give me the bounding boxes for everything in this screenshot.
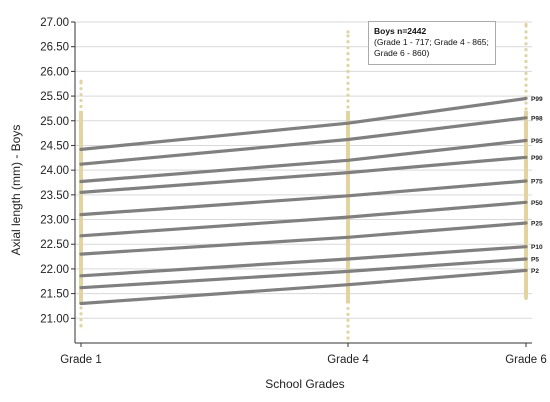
data-point xyxy=(79,79,83,83)
y-tick-label: 23.00 xyxy=(40,215,69,227)
percentile-label-p50: P50 xyxy=(531,200,543,207)
percentile-line-p75 xyxy=(79,179,528,217)
data-point xyxy=(346,81,350,85)
data-point xyxy=(346,99,350,103)
data-point xyxy=(346,34,350,38)
data-point xyxy=(346,336,350,340)
percentile-label-p75: P75 xyxy=(531,179,543,186)
data-point xyxy=(346,318,350,322)
data-point xyxy=(79,87,83,91)
data-point xyxy=(79,312,83,316)
percentile-line-p5 xyxy=(79,257,528,290)
data-point xyxy=(346,324,350,328)
legend-line-2: Grade 6 - 860) xyxy=(374,48,430,58)
y-tick-label: 22.50 xyxy=(40,239,69,251)
y-tick-label: 24.00 xyxy=(40,165,69,177)
data-point xyxy=(524,71,528,75)
data-point xyxy=(524,42,528,46)
data-point xyxy=(346,87,350,91)
y-tick-label: 26.00 xyxy=(40,66,69,78)
point-column xyxy=(79,110,83,304)
y-tick-label: 23.50 xyxy=(40,190,69,202)
data-point xyxy=(79,306,83,310)
percentile-line-p2 xyxy=(79,268,528,306)
percentile-line-p95 xyxy=(79,138,528,184)
percentile-label-p98: P98 xyxy=(531,115,543,122)
data-point xyxy=(524,30,528,34)
y-tick-label: 26.50 xyxy=(40,42,69,54)
data-point xyxy=(346,306,350,311)
data-point xyxy=(346,30,350,34)
y-axis-title: Axial length (mm) - Boys xyxy=(9,125,23,256)
data-point xyxy=(524,107,528,111)
y-tick-label: 24.50 xyxy=(40,140,69,152)
y-tick-label: 22.00 xyxy=(40,264,69,276)
axes: 21.00 21.50 22.00 22.50 23.00 23.50 24.00 24.50… xyxy=(40,17,547,366)
percentile-label-p90: P90 xyxy=(531,155,543,162)
data-point xyxy=(346,57,350,62)
x-axis-title: School Grades xyxy=(265,377,344,391)
percentile-label-p2: P2 xyxy=(531,268,539,275)
legend-title: Boys n=2442 xyxy=(374,26,427,36)
percentile-line-p98 xyxy=(79,116,528,166)
percentile-line-p99 xyxy=(79,96,528,151)
percentile-label-p25: P25 xyxy=(531,220,543,227)
data-point xyxy=(346,330,350,334)
legend-line-1: (Grade 1 - 717; Grade 4 - 865; xyxy=(374,37,489,47)
percentile-label-p99: P99 xyxy=(531,96,543,103)
data-point xyxy=(524,83,528,87)
percentile-labels: P99 P98 P95 P90 P75 P50 P25 P10 P5 P2 xyxy=(531,96,543,275)
y-tick-label: 25.50 xyxy=(40,91,69,103)
x-tick-label: Grade 1 xyxy=(60,354,102,366)
percentile-label-p5: P5 xyxy=(531,257,539,264)
data-point xyxy=(524,296,528,301)
data-point xyxy=(524,36,528,40)
percentile-label-p95: P95 xyxy=(531,138,543,145)
y-tick-label: 21.50 xyxy=(40,289,69,301)
data-point xyxy=(524,101,528,105)
data-point xyxy=(524,59,528,64)
data-point xyxy=(524,53,528,58)
percentile-line-p50 xyxy=(79,200,528,238)
data-point xyxy=(79,104,83,109)
point-column xyxy=(346,110,350,304)
x-tick-label: Grade 4 xyxy=(327,354,369,366)
data-point xyxy=(346,105,350,109)
data-point xyxy=(524,65,528,70)
data-point xyxy=(79,324,83,328)
y-tick-label: 25.00 xyxy=(40,116,69,128)
data-point xyxy=(346,75,350,79)
percentile-line-p90 xyxy=(79,155,528,194)
data-point xyxy=(346,312,350,316)
data-point xyxy=(346,63,350,68)
data-point xyxy=(79,92,83,97)
data-point xyxy=(524,89,528,93)
percentile-label-p10: P10 xyxy=(531,244,543,251)
data-points xyxy=(79,22,528,340)
y-tick-label: 27.00 xyxy=(40,17,69,29)
data-point xyxy=(524,48,528,52)
data-point xyxy=(346,40,350,44)
percentile-line-p25 xyxy=(79,221,528,256)
legend-box: Boys n=2442 (Grade 1 - 717; Grade 4 - 86… xyxy=(368,21,496,65)
data-point xyxy=(346,52,350,56)
point-column xyxy=(524,110,528,299)
y-tick-label: 21.00 xyxy=(40,313,69,325)
data-point xyxy=(79,318,83,322)
data-point xyxy=(524,22,528,27)
percentile-lines xyxy=(79,96,528,306)
data-point xyxy=(346,46,350,50)
x-tick-label: Grade 6 xyxy=(505,354,547,366)
data-point xyxy=(346,69,350,73)
percentile-line-p10 xyxy=(79,245,528,278)
data-point xyxy=(79,98,83,103)
data-point xyxy=(346,93,350,97)
data-point xyxy=(524,77,528,81)
